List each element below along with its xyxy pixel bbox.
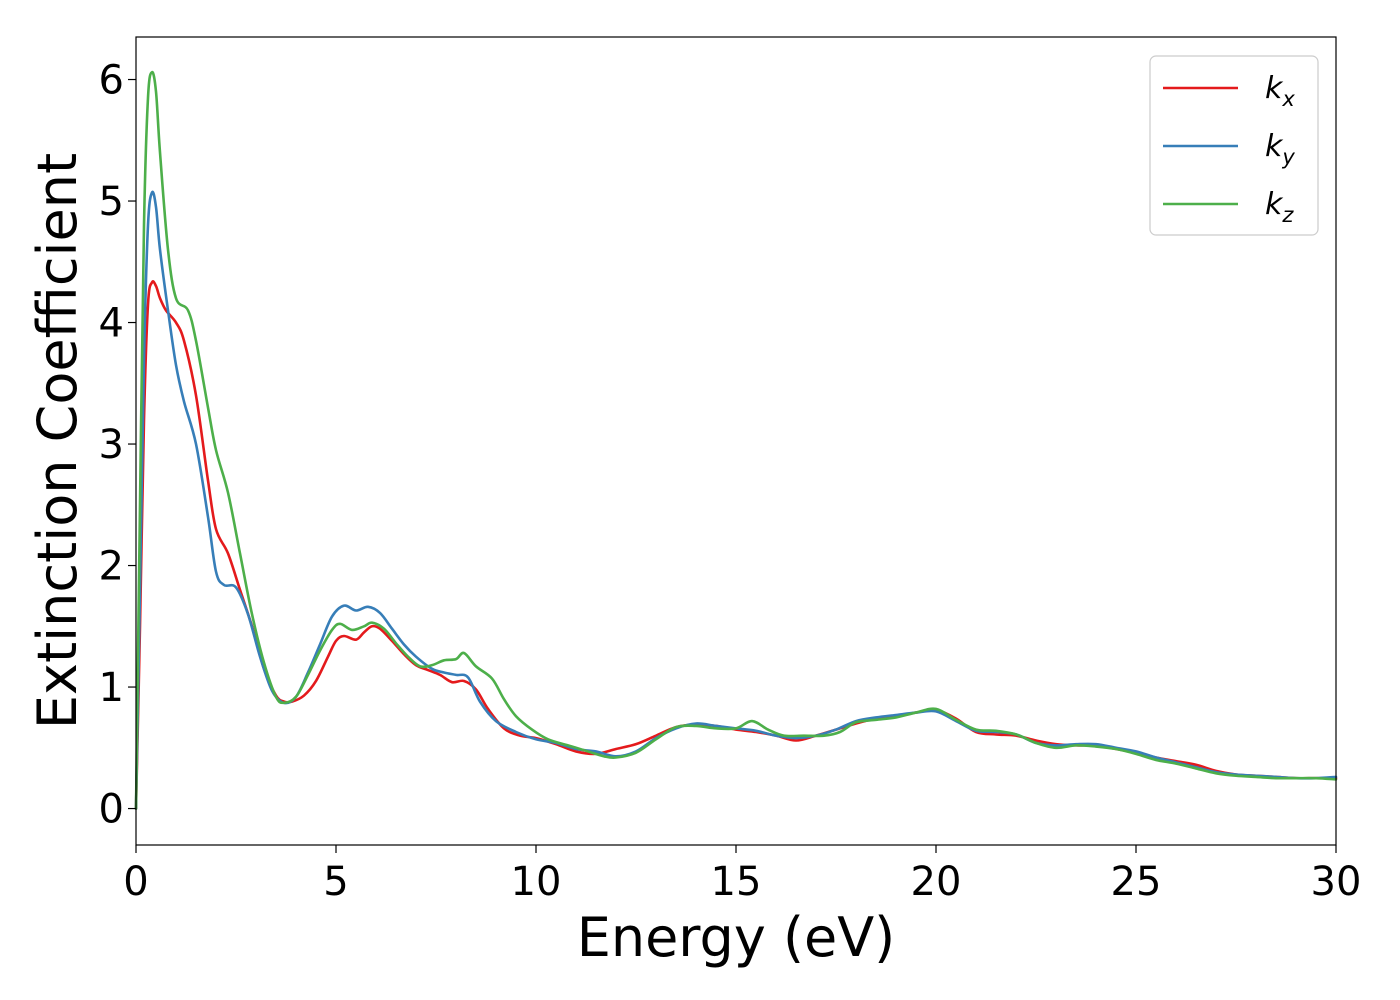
series-line-z bbox=[134, 70, 1338, 810]
x-tick-label: 25 bbox=[1111, 859, 1162, 905]
legend: kx ky kz bbox=[1149, 55, 1319, 236]
y-tick-label: 1 bbox=[99, 665, 124, 711]
x-axis-label: Energy (eV) bbox=[577, 906, 896, 969]
y-tick-label: 4 bbox=[99, 301, 124, 347]
series-line-y bbox=[134, 190, 1338, 810]
y-axis-label: Extinction Coefficient bbox=[26, 153, 89, 729]
y-axis: 0 1 2 3 4 5 6 bbox=[99, 58, 136, 833]
series-layer bbox=[134, 70, 1338, 810]
x-tick-label: 0 bbox=[123, 859, 148, 905]
legend-label-x: kx bbox=[1265, 71, 1295, 111]
x-tick-label: 5 bbox=[323, 859, 348, 905]
x-axis: 0 5 10 15 20 25 30 bbox=[123, 845, 1361, 905]
y-tick-label: 5 bbox=[99, 179, 124, 225]
y-tick-label: 0 bbox=[99, 787, 124, 833]
y-tick-label: 6 bbox=[99, 58, 124, 104]
y-tick-label: 3 bbox=[99, 422, 124, 468]
y-tick-label: 2 bbox=[99, 544, 124, 590]
x-tick-label: 30 bbox=[1311, 859, 1362, 905]
x-tick-label: 15 bbox=[711, 859, 762, 905]
legend-items: kx ky kz bbox=[1163, 71, 1295, 227]
legend-label-y: ky bbox=[1265, 129, 1295, 169]
legend-label-z: kz bbox=[1265, 187, 1294, 227]
x-tick-label: 10 bbox=[511, 859, 562, 905]
x-tick-label: 20 bbox=[911, 859, 962, 905]
